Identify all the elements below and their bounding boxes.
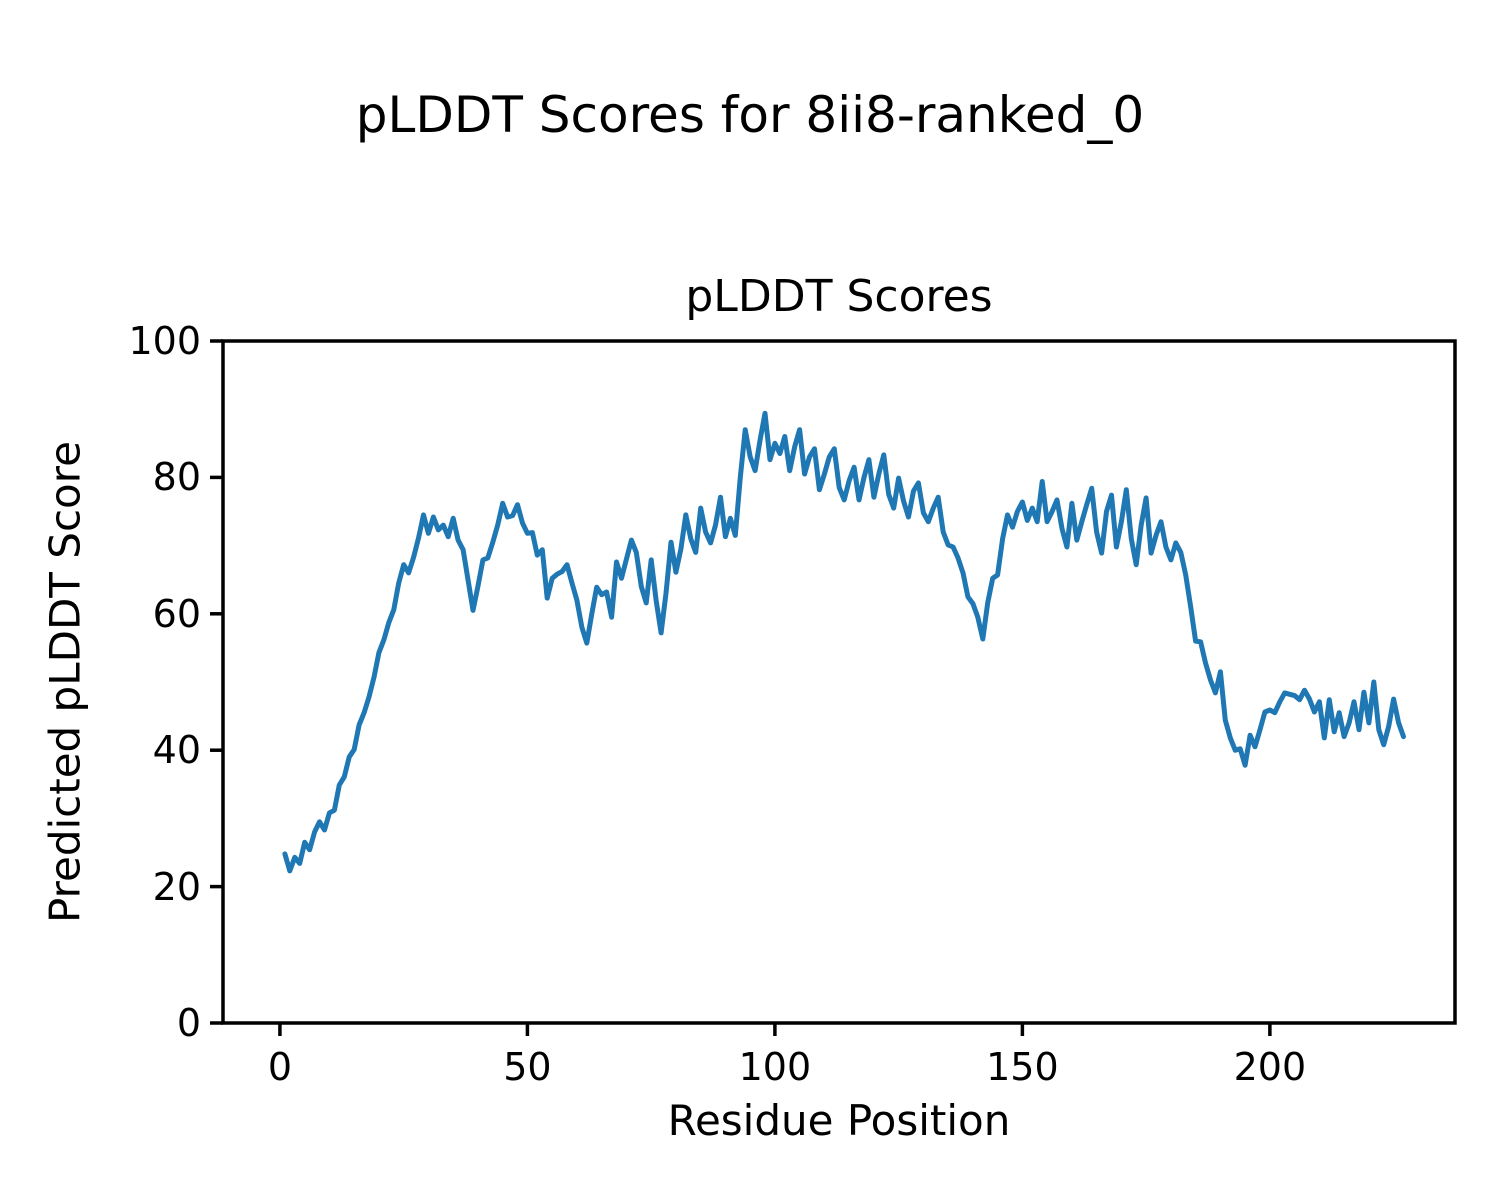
x-axis-label: Residue Position [667, 1096, 1011, 1145]
x-tick-label: 150 [986, 1045, 1059, 1089]
plddt-line-series [282, 410, 1406, 874]
y-tick-label: 40 [152, 728, 201, 773]
axes-spines [221, 339, 1457, 1025]
x-tick-label: 50 [503, 1045, 552, 1089]
y-tick-label: 0 [176, 1001, 201, 1045]
axes: pLDDT Scores 0 50 100 150 200 0 20 40 60 80 100 R… [41, 271, 1457, 1145]
y-tick-label: 60 [152, 591, 201, 636]
y-tick-label: 80 [152, 455, 201, 500]
y-tick-label: 20 [152, 864, 201, 909]
y-axis-label: Predicted pLDDT Score [40, 441, 90, 923]
x-tick-label: 0 [267, 1045, 293, 1089]
line-plot [210, 339, 1457, 1036]
figure-title: pLDDT Scores for 8ii8-ranked_0 [355, 86, 1145, 144]
axes-title: pLDDT Scores [685, 271, 993, 322]
x-tick-label: 200 [1233, 1045, 1307, 1089]
x-tick-label: 100 [738, 1045, 812, 1089]
y-tick-label: 100 [128, 319, 201, 363]
